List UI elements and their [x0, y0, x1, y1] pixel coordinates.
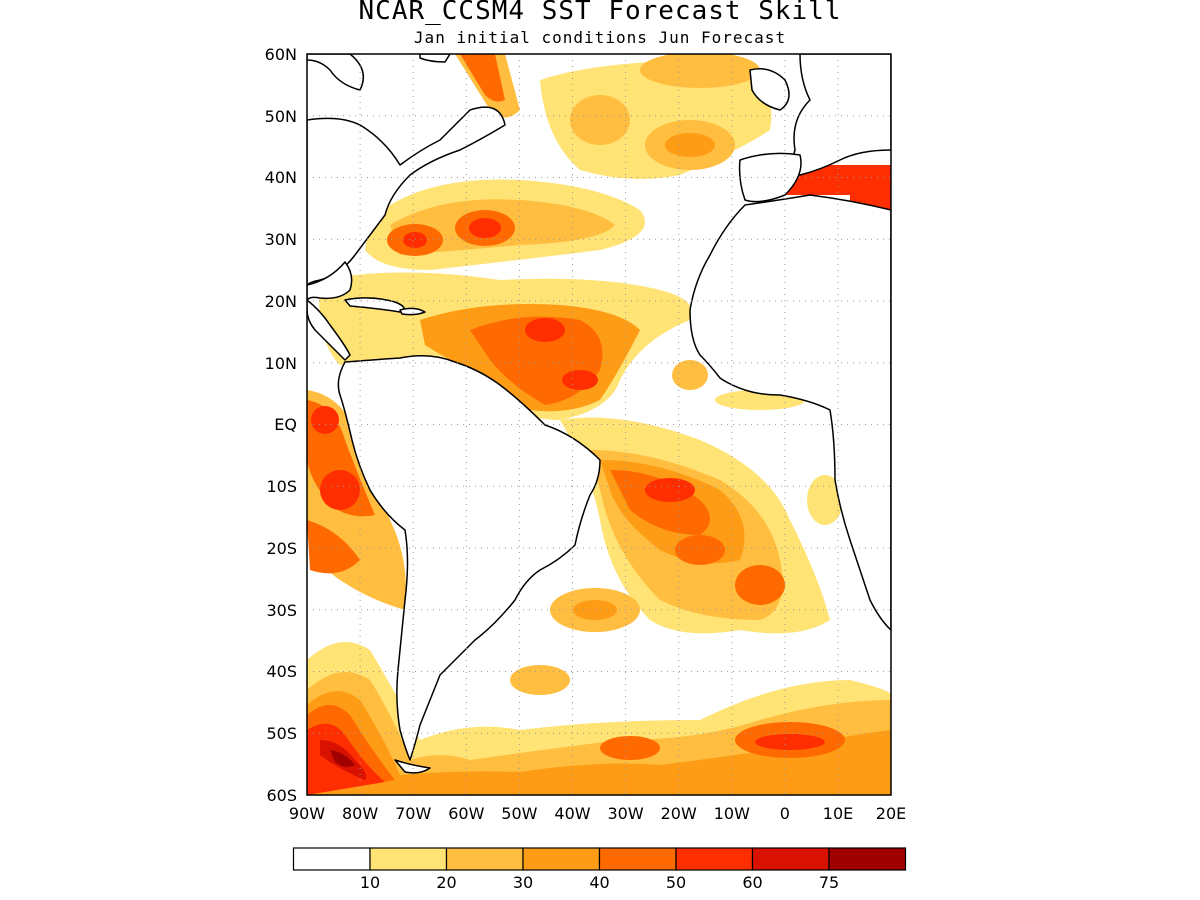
colorbar-swatch [369, 847, 448, 871]
colorbar-swatch [522, 847, 601, 871]
coastlines [307, 54, 891, 774]
lat-label: 10S [266, 477, 297, 496]
lon-label: 10E [823, 804, 853, 823]
grid-lines [307, 54, 891, 795]
plot-frame [306, 53, 892, 796]
lat-label: 50S [266, 724, 297, 743]
colorbar-swatch [828, 847, 907, 871]
colorbar-label: 60 [742, 873, 762, 892]
lon-label: 40W [554, 804, 590, 823]
colorbar-label: 30 [513, 873, 533, 892]
map-subtitle: Jan initial conditions Jun Forecast [413, 28, 787, 47]
lon-label: 20E [876, 804, 906, 823]
lon-label: 70W [395, 804, 431, 823]
lon-label: 90W [289, 804, 325, 823]
lat-label: 50N [265, 107, 297, 126]
lon-label: 20W [661, 804, 697, 823]
lon-label: 10W [714, 804, 750, 823]
lat-label: 20S [266, 539, 297, 558]
lon-label: 0 [780, 804, 790, 823]
lat-label: EQ [274, 415, 297, 434]
lat-label: 30N [265, 230, 297, 249]
lon-label: 50W [501, 804, 537, 823]
colorbar-swatch [751, 847, 830, 871]
latitude-labels: 60N 50N 40N 30N 20N 10N EQ 10S 20S 30S 4… [265, 45, 297, 805]
colorbar-label: 75 [819, 873, 839, 892]
lat-label: 30S [266, 601, 297, 620]
lon-label: 30W [608, 804, 644, 823]
colorbar-label: 10 [360, 873, 380, 892]
colorbar-swatch [675, 847, 754, 871]
lon-label: 80W [342, 804, 378, 823]
colorbar-label: 50 [666, 873, 686, 892]
colorbar: 10 20 30 40 50 60 75 [292, 847, 907, 892]
skill-field [307, 54, 891, 795]
lat-label: 40S [266, 662, 297, 681]
lat-label: 60S [266, 786, 297, 805]
longitude-labels: 90W 80W 70W 60W 50W 40W 30W 20W 10W 0 10… [289, 804, 906, 823]
lon-label: 60W [448, 804, 484, 823]
map-title: NCAR_CCSM4 SST Forecast Skill [358, 0, 842, 26]
colorbar-label: 20 [436, 873, 456, 892]
lat-label: 10N [265, 354, 297, 373]
colorbar-swatch [445, 847, 524, 871]
colorbar-label: 40 [589, 873, 609, 892]
lat-label: 20N [265, 292, 297, 311]
lat-label: 40N [265, 168, 297, 187]
colorbar-swatch [598, 847, 677, 871]
colorbar-swatch [292, 847, 371, 871]
lat-label: 60N [265, 45, 297, 64]
